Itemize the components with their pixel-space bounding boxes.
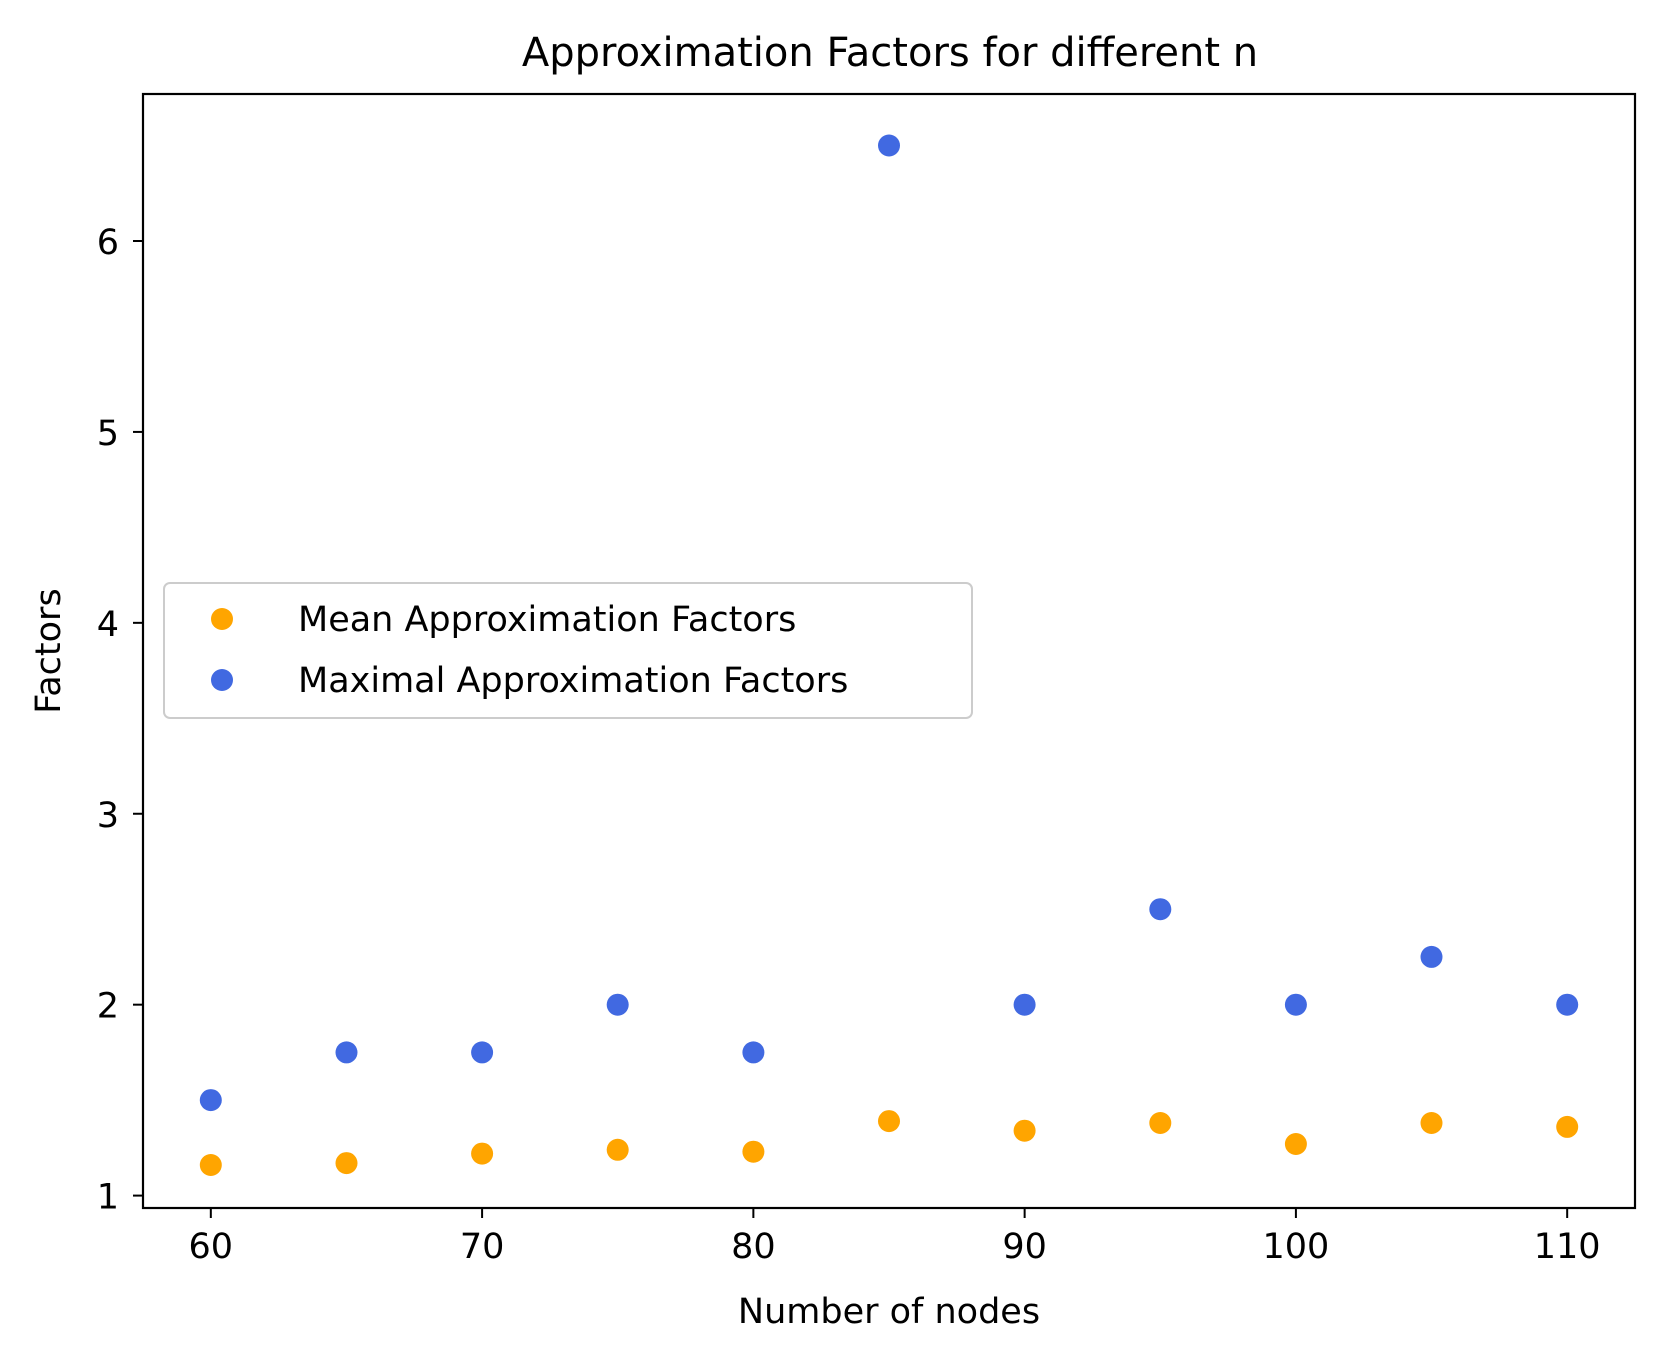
x-tick-label: 60: [189, 1227, 234, 1267]
x-tick-label: 100: [1263, 1227, 1330, 1267]
y-axis-ticks: 1 2 3 4 5 6: [97, 223, 143, 1218]
data-point: [1556, 993, 1579, 1016]
legend-label-mean: Mean Approximation Factors: [298, 600, 796, 640]
x-tick-label: 110: [1534, 1227, 1601, 1267]
data-point: [878, 1110, 900, 1133]
data-point: [1284, 993, 1307, 1016]
data-point: [606, 1138, 629, 1161]
data-point: [199, 1154, 222, 1176]
y-tick-label: 5: [97, 414, 119, 454]
legend-label-maximal: Maximal Approximation Factors: [298, 661, 848, 701]
data-point: [1284, 1133, 1307, 1155]
y-tick-label: 2: [97, 987, 119, 1027]
legend-box: [163, 582, 973, 719]
plot-frame: [141, 92, 1637, 1210]
y-axis-label: Factors: [29, 588, 69, 713]
y-tick-label: 6: [97, 223, 119, 263]
data-point: [1149, 898, 1172, 921]
x-axis-ticks: 60 70 80 90 100 110: [189, 1208, 1601, 1267]
x-tick-label: 90: [1002, 1227, 1047, 1267]
y-tick-label: 1: [97, 1178, 119, 1218]
legend: Mean Approximation Factors Maximal Appro…: [163, 582, 973, 719]
data-point: [471, 1142, 494, 1165]
data-point: [742, 1041, 765, 1064]
data-point: [335, 1152, 358, 1175]
legend-marker-maximal: [211, 669, 233, 691]
x-axis-label: Number of nodes: [738, 1292, 1040, 1332]
chart-title: Approximation Factors for different n: [522, 30, 1258, 76]
data-point: [1556, 1115, 1579, 1138]
data-point: [742, 1140, 765, 1163]
legend-marker-mean: [211, 608, 233, 630]
data-point: [471, 1041, 494, 1064]
series-0: [199, 1110, 1579, 1176]
data-point: [1013, 993, 1036, 1016]
data-point: [1420, 945, 1443, 968]
y-tick-label: 4: [97, 605, 119, 645]
data-point: [335, 1041, 358, 1064]
data-point: [878, 134, 900, 157]
data-point: [1420, 1112, 1443, 1134]
x-tick-label: 80: [731, 1227, 776, 1267]
data-point: [1149, 1112, 1172, 1134]
data-point: [606, 993, 629, 1016]
series-1: [199, 134, 1579, 1112]
plot-marks: [199, 134, 1579, 1176]
data-point: [1013, 1119, 1036, 1142]
x-tick-label: 70: [460, 1227, 505, 1267]
data-point: [199, 1089, 222, 1112]
y-tick-label: 3: [97, 796, 119, 836]
